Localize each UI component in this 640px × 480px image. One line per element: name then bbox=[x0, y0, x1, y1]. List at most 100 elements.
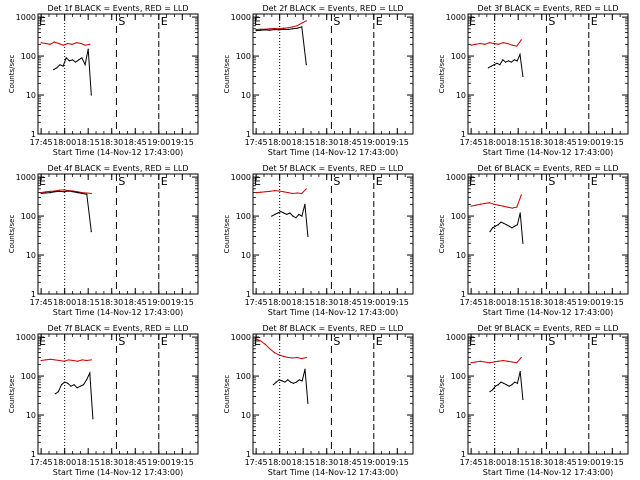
x-axis-label: Start Time (14-Nov-12 17:43:00) bbox=[483, 148, 613, 157]
series-red-point bbox=[45, 359, 47, 361]
series-red-line bbox=[41, 41, 90, 46]
series-black-point bbox=[510, 61, 512, 63]
series-black-point bbox=[503, 222, 505, 224]
x-tick-label: 18:45 bbox=[339, 458, 362, 467]
x-tick-label: 19:15 bbox=[601, 458, 624, 467]
series-black-point bbox=[287, 379, 289, 381]
series-red-point bbox=[86, 359, 88, 362]
panel-1: Det 1f BLACK = Events, RED = LLD S E E 1 10 10… bbox=[8, 4, 199, 157]
series-red-point bbox=[479, 360, 481, 362]
y-tick-label: 100 bbox=[236, 52, 251, 61]
series-red-point bbox=[49, 43, 51, 45]
series-black-point bbox=[82, 384, 85, 386]
x-tick-label: 18:45 bbox=[554, 298, 577, 307]
x-tick-label: 17:45 bbox=[245, 298, 268, 307]
series-black-point bbox=[278, 379, 280, 381]
x-tick-label: 17:45 bbox=[460, 458, 483, 467]
series-black-point bbox=[264, 29, 266, 31]
series-red-point bbox=[520, 39, 522, 41]
series-black-point bbox=[295, 381, 297, 383]
series-red-point bbox=[479, 42, 481, 45]
series-black-point bbox=[280, 211, 282, 213]
series-red-point bbox=[67, 359, 70, 361]
series-red-point bbox=[287, 27, 289, 29]
plot-frame bbox=[37, 173, 199, 295]
plot-frame bbox=[37, 333, 199, 455]
series-red-point bbox=[292, 192, 294, 195]
x-axis-label: Start Time (14-Nov-12 17:43:00) bbox=[268, 148, 398, 157]
series-black-point bbox=[499, 64, 501, 66]
y-axis-label: Counts/sec bbox=[8, 55, 16, 94]
series-red-point bbox=[511, 361, 513, 363]
x-axis-label: Start Time (14-Nov-12 17:43:00) bbox=[268, 308, 398, 317]
x-axis-label: Start Time (14-Nov-12 17:43:00) bbox=[483, 308, 613, 317]
x-tick-label: 18:30 bbox=[530, 138, 553, 147]
series-black-point bbox=[282, 28, 285, 30]
series-black-point bbox=[514, 225, 516, 227]
e-marker-label: E bbox=[376, 15, 383, 28]
x-tick-label: 18:45 bbox=[124, 298, 147, 307]
series-red-point bbox=[260, 340, 262, 342]
x-tick-label: 18:15 bbox=[77, 298, 100, 307]
series-black-point bbox=[287, 28, 289, 31]
series-red-point bbox=[282, 27, 285, 29]
series-black-point bbox=[500, 221, 502, 223]
series-red-point bbox=[502, 42, 504, 44]
x-tick-label: 17:45 bbox=[460, 298, 483, 307]
y-tick-label: 1 bbox=[31, 130, 36, 139]
series-red-point bbox=[484, 361, 486, 363]
panel-title: Det 3f BLACK = Events, RED = LLD bbox=[477, 4, 618, 13]
series-black-line bbox=[273, 369, 309, 404]
panel-7: Det 7f BLACK = Events, RED = LLD S E E 1 10 10… bbox=[8, 324, 199, 477]
s-marker-label: S bbox=[118, 15, 125, 28]
series-red-point bbox=[305, 188, 307, 190]
series-black-point bbox=[56, 67, 58, 69]
series-black-point bbox=[58, 190, 61, 192]
y-axis-label: Counts/sec bbox=[223, 215, 231, 254]
y-axis-label: Counts/sec bbox=[8, 375, 16, 414]
series-red-point bbox=[470, 205, 472, 207]
series-red-point bbox=[511, 44, 513, 46]
series-black-point bbox=[40, 192, 42, 195]
y-tick-label: 1 bbox=[31, 290, 36, 299]
series-red-point bbox=[287, 356, 289, 359]
series-red-point bbox=[40, 359, 42, 362]
series-red-line bbox=[471, 194, 522, 209]
x-tick-label: 19:00 bbox=[577, 458, 600, 467]
series-red-point bbox=[507, 206, 509, 208]
y-tick-label: 1 bbox=[461, 450, 466, 459]
y-tick-label: 10 bbox=[241, 411, 251, 420]
series-red-point bbox=[502, 359, 504, 362]
plot-frame bbox=[37, 13, 199, 135]
series-red-point bbox=[287, 192, 289, 194]
x-tick-label: 19:15 bbox=[601, 138, 624, 147]
series-black-point bbox=[292, 28, 294, 30]
series-black-point bbox=[489, 231, 491, 233]
panel-5: Det 5f BLACK = Events, RED = LLD S E E 1 10 10… bbox=[223, 164, 414, 317]
series-red-point bbox=[292, 26, 294, 28]
series-black-point bbox=[278, 29, 280, 31]
y-tick-label: 1000 bbox=[231, 173, 251, 182]
y-tick-label: 10 bbox=[456, 91, 466, 100]
series-red-point bbox=[296, 25, 298, 27]
series-black-point bbox=[511, 384, 513, 386]
series-black-point bbox=[522, 75, 524, 77]
panel-title: Det 5f BLACK = Events, RED = LLD bbox=[262, 164, 403, 173]
series-black-line bbox=[488, 52, 524, 77]
series-black-point bbox=[489, 391, 491, 393]
series-red-point bbox=[278, 28, 280, 30]
series-black-point bbox=[92, 418, 94, 420]
e-marker-label: E bbox=[469, 15, 476, 28]
y-tick-label: 100 bbox=[21, 212, 36, 221]
x-tick-label: 18:15 bbox=[292, 138, 315, 147]
s-marker-label: S bbox=[333, 15, 340, 28]
series-red-point bbox=[72, 359, 74, 362]
plot-frame bbox=[467, 13, 629, 135]
series-black-point bbox=[304, 203, 306, 205]
x-axis-label: Start Time (14-Nov-12 17:43:00) bbox=[53, 148, 183, 157]
x-tick-label: 18:30 bbox=[530, 458, 553, 467]
plot-frame bbox=[467, 173, 629, 295]
x-tick-label: 18:00 bbox=[53, 458, 76, 467]
series-red-point bbox=[260, 28, 262, 30]
